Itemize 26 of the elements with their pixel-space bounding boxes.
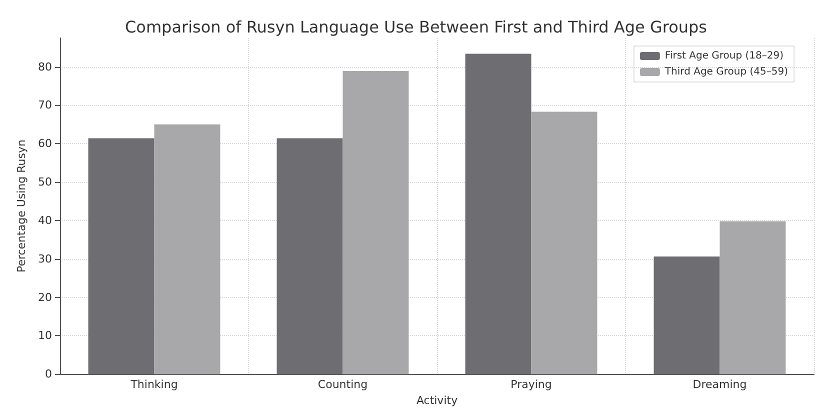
x-tick-label: Counting (318, 378, 368, 392)
y-tick-label: 60 (38, 137, 52, 150)
bar (154, 124, 220, 374)
y-tick-label: 30 (38, 252, 52, 266)
y-axis-title: Percentage Using Rusyn (15, 140, 28, 273)
bar (276, 138, 343, 374)
legend-label: First Age Group (18–29) (664, 50, 784, 62)
x-axis-title: Activity (416, 394, 458, 407)
y-tick-label: 70 (38, 98, 52, 112)
y-tick-label: 20 (38, 290, 52, 304)
legend-label: Third Age Group (45–59) (664, 66, 788, 78)
y-tick-label: 0 (45, 368, 52, 381)
y-tick-label: 10 (38, 329, 52, 342)
bar (720, 221, 786, 374)
y-tick-label: 40 (38, 214, 52, 227)
y-tick-label: 80 (38, 60, 52, 74)
x-tick-label: Dreaming (692, 378, 747, 392)
x-tick-label: Praying (510, 378, 552, 392)
bar (465, 54, 532, 374)
bar (342, 71, 409, 374)
chart-title: Comparison of Rusyn Language Use Between First and Third Age Groups (125, 18, 707, 36)
bar (654, 256, 720, 374)
bar (88, 138, 154, 374)
y-tick-label: 50 (38, 176, 52, 189)
x-tick-label: Thinking (130, 378, 178, 392)
bar (531, 112, 598, 374)
